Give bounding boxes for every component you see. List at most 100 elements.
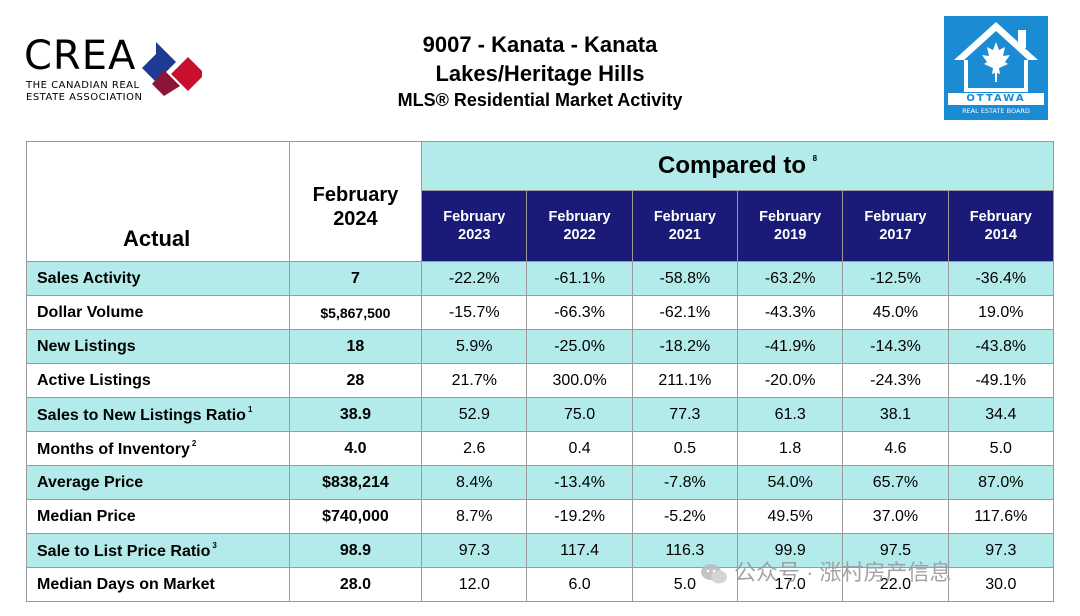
actual-value: 4.0: [288, 431, 423, 466]
comparison-value: -43.3%: [737, 295, 844, 330]
period-year: 2021: [668, 227, 701, 244]
row-label-cell: Active Listings: [26, 363, 290, 398]
comparison-value: -15.7%: [421, 295, 528, 330]
period-month: February: [864, 209, 927, 226]
crea-logo-word: CREA: [24, 33, 137, 79]
title-line3: MLS® Residential Market Activity: [397, 90, 683, 110]
comparison-value: 54.0%: [737, 465, 844, 500]
crea-subtitle-line2: ESTATE ASSOCIATION: [26, 92, 143, 103]
comparison-value: 99.9: [737, 533, 844, 568]
comparison-value: 97.5: [842, 533, 949, 568]
comparison-value: 19.0%: [947, 295, 1055, 330]
comparison-value: -22.2%: [421, 261, 528, 296]
period-header: February 2019: [737, 190, 844, 262]
comparison-value: 8.4%: [421, 465, 528, 500]
table-row: Median Days on Market 28.0 12.0 6.0 5.0 17.0 2…: [26, 567, 1055, 602]
comparison-value: -19.2%: [526, 499, 633, 534]
actual-value: 38.9: [288, 397, 423, 432]
comparison-value: 6.0: [526, 567, 633, 602]
actual-value: 28: [288, 363, 423, 398]
comparison-value: -43.8%: [947, 329, 1055, 364]
comparison-value: 49.5%: [737, 499, 844, 534]
ottawa-board-logo: OTTAWA REAL ESTATE BOARD: [944, 16, 1048, 120]
compared-to-label: Compared to: [657, 152, 806, 180]
comparison-value: 45.0%: [842, 295, 949, 330]
row-label-cell: New Listings: [26, 329, 290, 364]
comparison-value: 2.6: [421, 431, 528, 466]
period-year: 2014: [984, 227, 1017, 244]
wechat-icon: [701, 564, 727, 584]
comparison-value: 30.0: [947, 567, 1055, 602]
crea-mark-icon: [142, 42, 202, 96]
actual-value: 18: [288, 329, 423, 364]
table-row: Sales Activity 7 -22.2% -61.1% -58.8% -63.2% -…: [26, 261, 1055, 296]
row-label: Sale to List Price Ratio: [37, 542, 211, 560]
comparison-value: 1.8: [737, 431, 844, 466]
market-activity-table: Actual February 2024 Compared to 8 Febru…: [26, 140, 1055, 602]
current-period-year: 2024: [333, 207, 378, 230]
comparison-value: 4.6: [842, 431, 949, 466]
actual-value: 7: [288, 261, 423, 296]
title-line1: 9007 - Kanata - Kanata: [422, 32, 658, 57]
row-label: Median Days on Market: [37, 575, 215, 593]
comparison-value: 65.7%: [842, 465, 949, 500]
actual-value: 28.0: [288, 567, 423, 602]
table-row: Active Listings 28 21.7% 300.0% 211.1% -20.0%…: [26, 363, 1055, 398]
table-row: Average Price $838,214 8.4% -13.4% -7.8% 54.0…: [26, 465, 1055, 500]
comparison-value: 38.1: [842, 397, 949, 432]
period-month: February: [548, 209, 611, 226]
comparison-value: 87.0%: [947, 465, 1055, 500]
comparison-value: -5.2%: [631, 499, 739, 534]
period-year: 2017: [879, 227, 912, 244]
actual-value: $5,867,500: [288, 295, 423, 330]
table-row: Sales to New Listings Ratio 1 38.9 52.9 75.0…: [26, 397, 1055, 432]
comparison-value: 97.3: [421, 533, 528, 568]
comparison-value: 17.0: [737, 567, 844, 602]
comparison-value: -61.1%: [526, 261, 633, 296]
period-header: February 2022: [526, 190, 633, 262]
comparison-value: -41.9%: [737, 329, 844, 364]
row-label: Active Listings: [37, 371, 151, 389]
ottawa-logo-name: OTTAWA: [948, 93, 1044, 105]
table-row: Dollar Volume $5,867,500 -15.7% -66.3% -62.1…: [26, 295, 1055, 330]
comparison-value: -36.4%: [947, 261, 1055, 296]
watermark-text: 公众号 · 涨村房产信息: [734, 560, 952, 585]
comparison-value: 22.0: [842, 567, 949, 602]
actual-value: $740,000: [288, 499, 423, 534]
period-month: February: [759, 209, 822, 226]
period-year: 2022: [563, 227, 596, 244]
row-label: Sales Activity: [37, 269, 141, 287]
footnote-marker: 3: [212, 540, 217, 550]
comparison-value: 97.3: [947, 533, 1055, 568]
comparison-value: 52.9: [421, 397, 528, 432]
row-label-cell: Sales to New Listings Ratio 1: [26, 397, 290, 432]
comparison-value: 117.4: [526, 533, 633, 568]
title-line2: Lakes/Heritage Hills: [435, 61, 645, 86]
comparison-value: -66.3%: [526, 295, 633, 330]
period-month: February: [653, 209, 716, 226]
current-period-header: February 2024: [288, 141, 423, 262]
comparison-value: -20.0%: [737, 363, 844, 398]
comparison-value: -58.8%: [631, 261, 739, 296]
row-label-cell: Dollar Volume: [26, 295, 290, 330]
comparison-value: -7.8%: [631, 465, 739, 500]
period-year: 2019: [774, 227, 807, 244]
report-title: 9007 - Kanata - Kanata Lakes/Heritage Hi…: [330, 30, 750, 112]
actual-value: $838,214: [288, 465, 423, 500]
comparison-value: 117.6%: [947, 499, 1055, 534]
comparison-value: 5.9%: [421, 329, 528, 364]
comparison-value: -24.3%: [842, 363, 949, 398]
comparison-value: -25.0%: [526, 329, 633, 364]
footnote-marker: 2: [191, 438, 197, 448]
comparison-value: 75.0: [526, 397, 633, 432]
row-label-cell: Median Price: [26, 499, 290, 534]
period-month: February: [443, 209, 506, 226]
table-row: Median Price $740,000 8.7% -19.2% -5.2% 49.5%…: [26, 499, 1055, 534]
comparison-value: -14.3%: [842, 329, 949, 364]
row-label: Sales to New Listings Ratio: [37, 406, 246, 424]
period-header: February 2014: [947, 190, 1055, 262]
watermark: 公众号 · 涨村房产信息: [700, 558, 952, 588]
table-row: Sale to List Price Ratio 3 98.9 97.3 117.4 11…: [26, 533, 1055, 568]
row-label-cell: Sale to List Price Ratio 3: [26, 533, 290, 568]
comparison-value: 37.0%: [842, 499, 949, 534]
